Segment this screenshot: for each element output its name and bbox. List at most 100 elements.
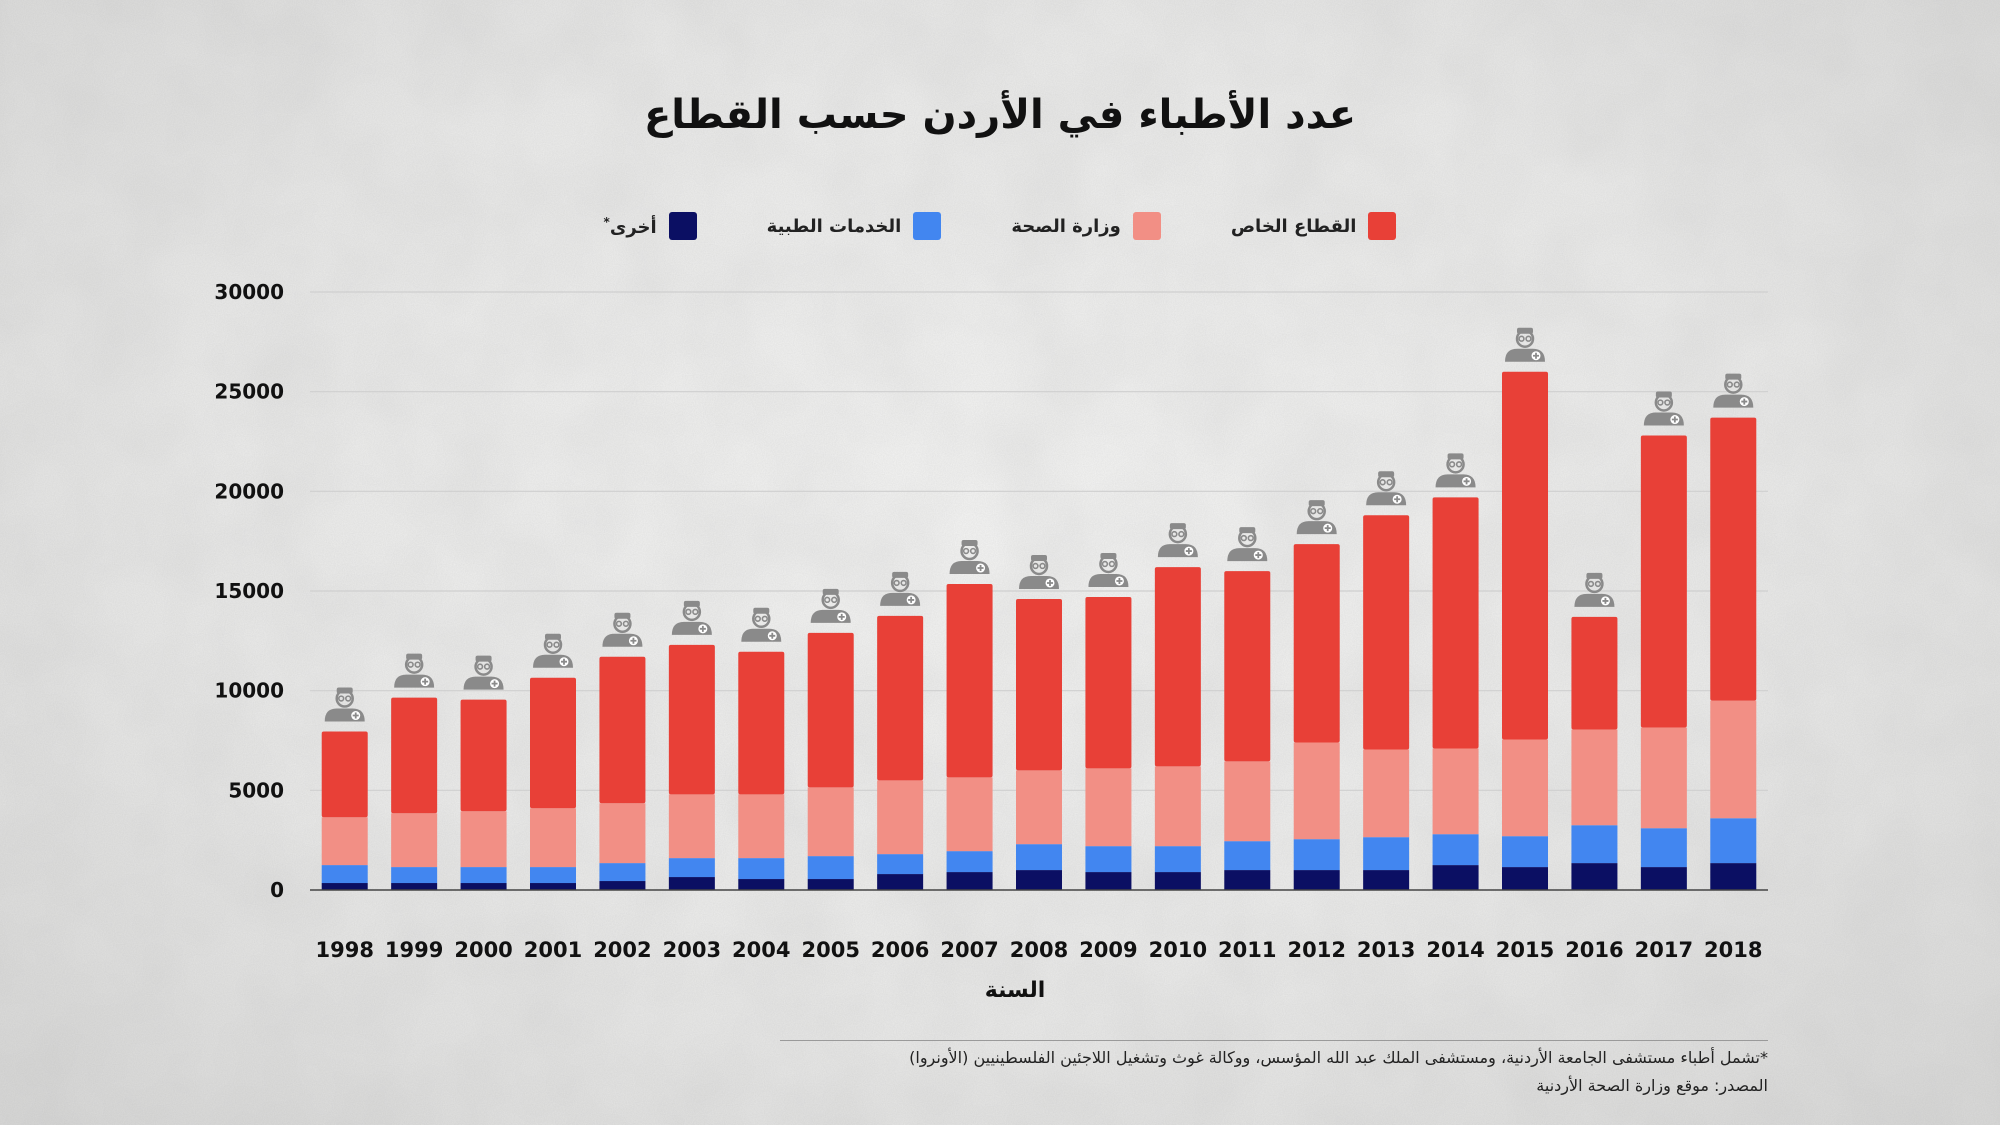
bar-segment-ministry	[1154, 766, 1201, 847]
x-tick-label: 2013	[1357, 938, 1415, 962]
source-text: المصدر: موقع وزارة الصحة الأردنية	[1536, 1076, 1768, 1095]
bar-segment-medical-services	[1571, 825, 1618, 864]
bar-segment-ministry	[877, 780, 924, 855]
legend-item-other: أخرى*	[604, 208, 697, 244]
bar-segment-ministry	[1432, 748, 1479, 835]
doctor-icon	[670, 599, 714, 637]
bar-segment-ministry	[1293, 742, 1340, 840]
chart-title: عدد الأطباء في الأردن حسب القطاع	[643, 92, 1357, 138]
y-tick-label: 20000	[214, 479, 284, 503]
x-tick-label: 2002	[593, 938, 651, 962]
bar-segment-medical-services	[1085, 846, 1132, 873]
doctor-icon	[1156, 521, 1200, 559]
x-axis-ticks: 1998 1999 2000 2001 2002 2003 2004 2005 2006 2007…	[315, 938, 1762, 962]
x-tick-label: 2009	[1079, 938, 1137, 962]
bar-segment-other	[1640, 867, 1687, 890]
bar-segment-medical-services	[946, 851, 993, 873]
bar-segment-medical-services	[1710, 818, 1757, 864]
doctor-icon	[809, 587, 852, 625]
x-tick-label: 2001	[524, 938, 582, 962]
bar-segment-medical-services	[877, 854, 924, 875]
bar-segment-other	[1154, 872, 1201, 890]
x-tick-label: 2005	[801, 938, 859, 962]
bar-segment-ministry	[1502, 739, 1548, 837]
bar-segment-private	[321, 731, 368, 818]
doctor-icon	[878, 570, 922, 608]
bar-segment-private	[668, 644, 715, 795]
doctor-icon	[1712, 372, 1755, 409]
bar-segment-ministry	[1016, 770, 1062, 845]
bar-segment-ministry	[599, 803, 646, 864]
bar-segment-other	[1293, 870, 1340, 890]
bar-segment-private	[599, 656, 646, 804]
bar-segment-other	[1363, 870, 1410, 890]
bar-segment-private	[530, 677, 576, 809]
bar-segment-medical-services	[1640, 828, 1687, 868]
bar-segment-private	[807, 632, 854, 788]
x-tick-label: 2017	[1635, 938, 1693, 962]
bar-segment-other	[877, 874, 924, 890]
bar-segment-other	[946, 872, 993, 890]
y-tick-label: 30000	[214, 280, 284, 304]
bar-segment-medical-services	[1502, 836, 1548, 868]
legend-label-private: القطاع الخاص	[1230, 215, 1357, 237]
bar-segment-private	[1710, 417, 1757, 701]
doctor-icon	[1087, 551, 1130, 589]
bar-segment-other	[1016, 870, 1062, 890]
x-tick-label: 2012	[1287, 938, 1345, 962]
bar-segment-private	[1224, 571, 1271, 762]
x-tick-label: 2006	[871, 938, 929, 962]
bar-segment-private	[1154, 567, 1201, 767]
bar-segment-private	[1640, 435, 1687, 728]
x-tick-label: 2000	[454, 938, 512, 962]
doctor-icon	[531, 632, 575, 669]
bar-segment-other	[738, 879, 785, 890]
bar-segment-private	[1432, 497, 1479, 749]
legend-label-other-text: أخرى	[609, 216, 657, 238]
bar-segment-medical-services	[1154, 846, 1201, 873]
doctor-icon	[1226, 525, 1269, 563]
bar-segment-medical-services	[738, 858, 785, 880]
x-tick-label: 1999	[385, 938, 443, 962]
bar-segment-private	[1085, 596, 1132, 769]
bar-segment-medical-services	[1363, 837, 1410, 871]
x-tick-label: 1998	[315, 938, 373, 962]
doctor-icon	[1017, 553, 1061, 591]
footnote-divider	[780, 1040, 1768, 1041]
doctor-icon	[601, 611, 644, 649]
bar-segment-ministry	[946, 777, 993, 852]
bar-segment-other	[1710, 863, 1757, 890]
x-tick-label: 2014	[1426, 938, 1484, 962]
legend-swatch-ministry	[1132, 212, 1161, 240]
bar-segment-private	[1016, 598, 1062, 771]
x-tick-label: 2004	[732, 938, 790, 962]
bar-segment-other	[391, 883, 438, 890]
bar-segment-other	[1085, 872, 1132, 890]
x-tick-label: 2018	[1704, 938, 1762, 962]
legend-swatch-other	[668, 212, 697, 240]
y-tick-label: 5000	[228, 778, 284, 802]
y-tick-label: 10000	[214, 679, 284, 703]
bar-segment-other	[807, 879, 854, 890]
bar-segment-medical-services	[1432, 834, 1479, 866]
x-tick-label: 2007	[940, 938, 998, 962]
legend-label-medical-services: الخدمات الطبية	[766, 215, 902, 237]
bar-segment-ministry	[321, 817, 368, 866]
bar-segment-other	[668, 877, 715, 890]
legend-swatch-private	[1368, 212, 1397, 240]
bar-segment-medical-services	[599, 863, 646, 882]
legend-item-medical-services: الخدمات الطبية	[767, 208, 942, 244]
bar-segment-ministry	[807, 787, 854, 857]
doctor-icon	[462, 654, 505, 691]
bar-segment-medical-services	[1293, 839, 1340, 871]
doctor-icon	[323, 686, 366, 723]
y-axis-ticks: 0 5000 10000 15000 20000 25000 30000	[214, 280, 284, 902]
doctor-icon	[1642, 390, 1686, 427]
bar-segment-other	[599, 881, 646, 890]
bar-segment-ministry	[530, 808, 576, 868]
bar-segment-other	[1502, 867, 1548, 890]
y-tick-label: 0	[270, 878, 284, 902]
y-tick-label: 15000	[214, 579, 284, 603]
bar-segment-private	[1571, 616, 1618, 730]
